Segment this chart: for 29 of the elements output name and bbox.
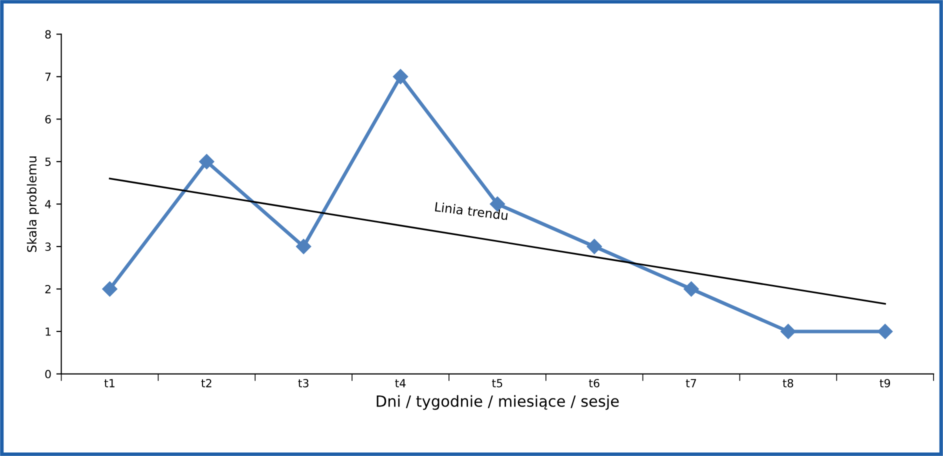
- annotation: Linia trendu: [434, 202, 508, 220]
- point: [586, 238, 602, 254]
- y-axis-title: Skala problemu: [26, 156, 39, 252]
- point: [199, 154, 214, 170]
- y-tick-label: 1: [46, 328, 51, 336]
- y-tick-label: 6: [45, 115, 51, 124]
- x-tick-label: t9: [880, 378, 890, 388]
- x-tick-label: t4: [395, 379, 406, 388]
- x-tick-label: t2: [201, 378, 212, 388]
- y-tick-label: 7: [45, 72, 51, 81]
- y-tick-label: 0: [45, 370, 51, 378]
- y-tick-label: 2: [45, 284, 50, 294]
- point: [780, 324, 796, 340]
- point: [296, 238, 312, 254]
- x-tick-label: t5: [492, 379, 502, 388]
- x-tick-label: t1: [104, 379, 114, 388]
- point: [392, 69, 408, 84]
- y-tick-label: 5: [45, 158, 51, 166]
- point: [684, 281, 699, 297]
- x-tick-label: t8: [782, 378, 794, 388]
- point: [878, 324, 893, 340]
- y-tick-label: 3: [45, 242, 51, 251]
- y-tick-label: 8: [45, 30, 51, 39]
- x-axis-title: Dni / tygodnie / miesiące / sesje: [376, 395, 619, 410]
- y-tick-label: 4: [45, 200, 51, 208]
- point: [102, 281, 118, 297]
- x-tick-label: t6: [588, 378, 600, 388]
- x-tick-label: t7: [686, 379, 696, 388]
- x-tick-label: t3: [298, 378, 308, 388]
